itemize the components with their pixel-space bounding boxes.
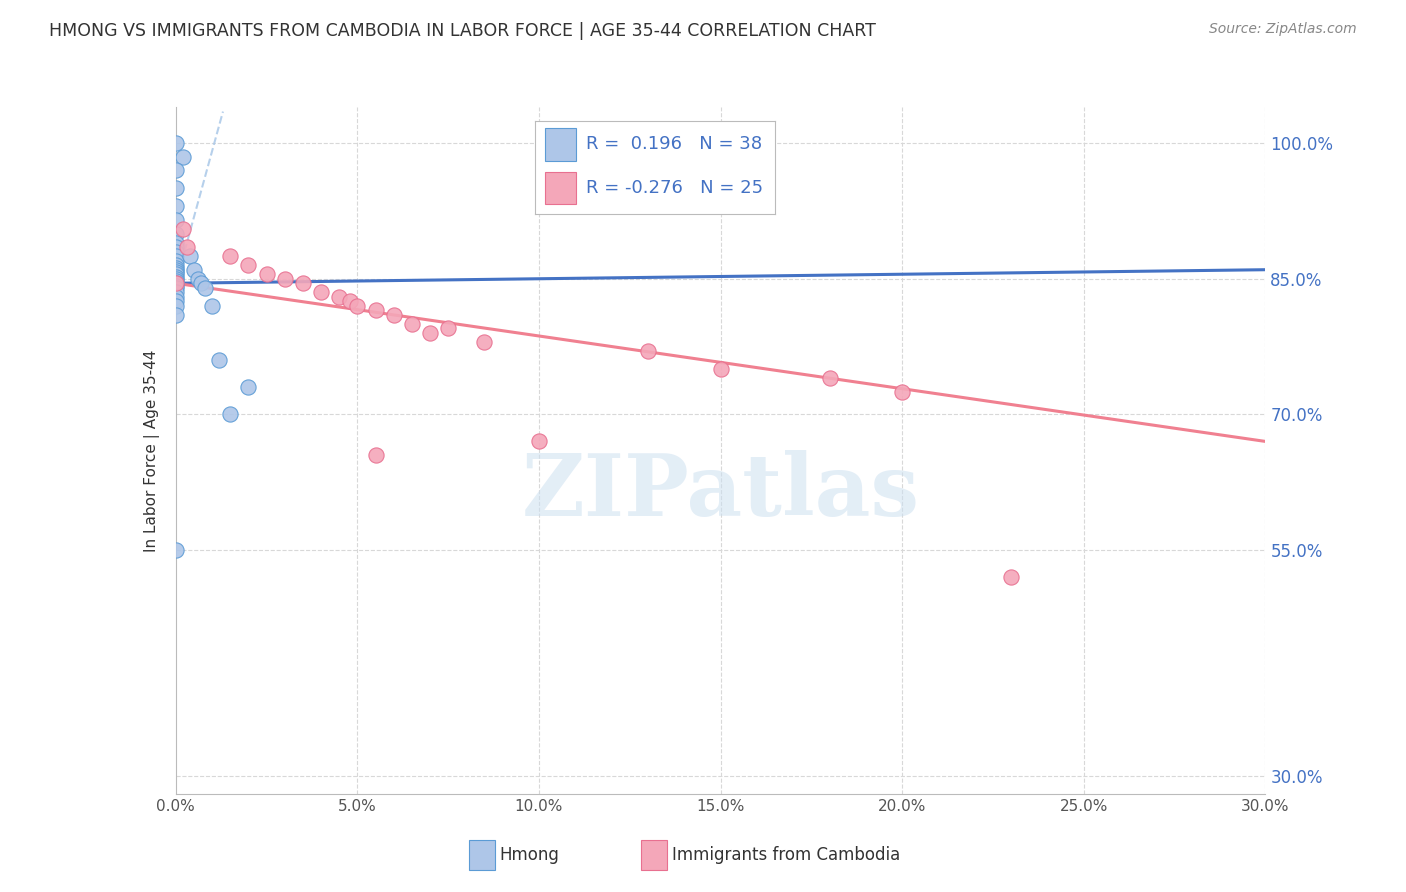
Point <box>165 308 187 322</box>
Point <box>165 267 187 281</box>
Point <box>437 321 460 335</box>
Point <box>165 181 187 195</box>
Point <box>172 150 194 164</box>
Point <box>309 285 332 300</box>
Bar <box>641 839 668 870</box>
Text: Source: ZipAtlas.com: Source: ZipAtlas.com <box>1209 22 1357 37</box>
Point <box>165 249 187 263</box>
Point <box>165 244 187 259</box>
Point <box>364 448 387 462</box>
Point <box>710 362 733 376</box>
Y-axis label: In Labor Force | Age 35-44: In Labor Force | Age 35-44 <box>143 350 160 551</box>
Point <box>256 267 278 281</box>
Point <box>186 271 209 285</box>
Point <box>1000 570 1022 584</box>
Bar <box>468 839 495 870</box>
Point <box>219 407 242 421</box>
Point <box>165 136 187 151</box>
Point <box>165 274 187 288</box>
Point <box>194 281 217 295</box>
Point <box>165 299 187 313</box>
Point <box>818 371 841 385</box>
Text: ZIPatlas: ZIPatlas <box>522 450 920 533</box>
Text: Immigrants from Cambodia: Immigrants from Cambodia <box>672 846 900 863</box>
Point <box>183 262 205 277</box>
Point <box>474 334 496 349</box>
Text: HMONG VS IMMIGRANTS FROM CAMBODIA IN LABOR FORCE | AGE 35-44 CORRELATION CHART: HMONG VS IMMIGRANTS FROM CAMBODIA IN LAB… <box>49 22 876 40</box>
Point <box>364 303 387 318</box>
Point <box>401 317 423 331</box>
Point <box>172 222 194 236</box>
Point <box>165 294 187 309</box>
Point <box>382 308 405 322</box>
Point <box>165 199 187 213</box>
Point <box>165 260 187 275</box>
Point <box>238 380 260 394</box>
Point <box>219 249 242 263</box>
Point <box>637 344 659 359</box>
Point <box>527 434 550 449</box>
Point <box>165 227 187 241</box>
Point <box>201 299 224 313</box>
Point <box>165 542 187 557</box>
Point <box>165 277 187 291</box>
Point <box>346 299 368 313</box>
Point <box>165 253 187 268</box>
Point <box>419 326 441 340</box>
Point <box>165 290 187 304</box>
Point <box>165 285 187 300</box>
Point <box>328 290 350 304</box>
Point <box>165 213 187 227</box>
Point <box>190 277 212 291</box>
Point <box>891 384 914 399</box>
Point <box>176 240 198 254</box>
Point <box>165 281 187 295</box>
Point <box>208 353 231 368</box>
Point <box>165 262 187 277</box>
Point <box>165 279 187 293</box>
Text: Hmong: Hmong <box>501 846 560 863</box>
Point <box>274 271 297 285</box>
Point <box>165 258 187 272</box>
Point <box>339 294 361 309</box>
Point <box>165 264 187 278</box>
Point <box>179 249 201 263</box>
Point <box>165 235 187 250</box>
Point <box>165 277 187 291</box>
Point <box>165 163 187 178</box>
Point <box>291 277 314 291</box>
Point <box>165 269 187 284</box>
Point <box>238 258 260 272</box>
Point <box>165 271 187 285</box>
Point <box>165 240 187 254</box>
